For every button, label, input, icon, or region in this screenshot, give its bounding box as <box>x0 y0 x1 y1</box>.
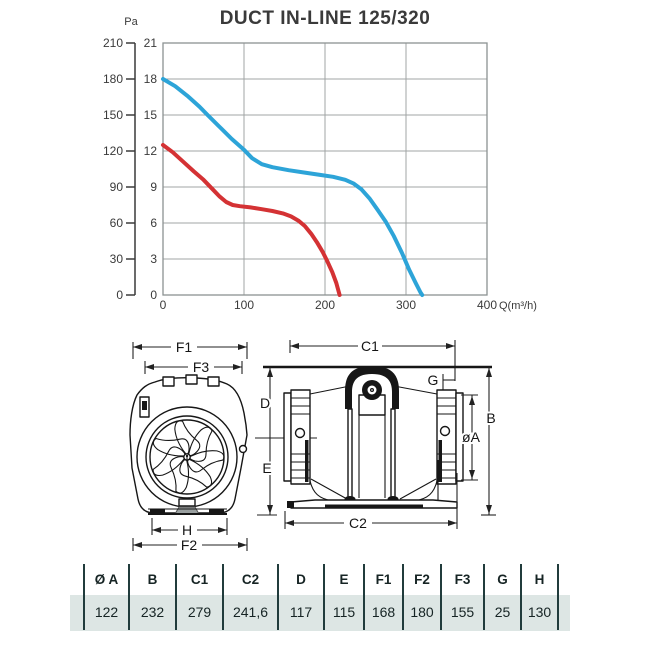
front-view-drawing: F1 F3 <box>129 337 248 555</box>
axis-tick-label: 0 <box>160 298 167 312</box>
x-axis-label: Q(m³/h) <box>499 300 537 312</box>
table-header-cell: F3 <box>440 564 484 594</box>
table-value-cell: 279 <box>175 594 223 630</box>
table-header-cell: C1 <box>175 564 223 594</box>
axis-tick-label: 210 <box>103 36 123 50</box>
axis-tick-label: 150 <box>103 108 123 122</box>
axis-tick-label: 9 <box>150 180 157 194</box>
dim-label-e: E <box>262 460 271 476</box>
table-header-cell: D <box>277 564 324 594</box>
dim-label-f3: F3 <box>193 359 210 375</box>
table-header-cell: Ø A <box>83 564 129 594</box>
table-header-cell: C2 <box>222 564 278 594</box>
axis-tick-label: 30 <box>110 252 124 266</box>
dim-label-h: H <box>182 522 192 538</box>
pa-axis-label: Pa <box>124 16 138 28</box>
dim-label-f2: F2 <box>181 537 198 553</box>
table-value-cell: 130 <box>520 594 559 630</box>
dim-c2: C2 <box>284 473 458 533</box>
dim-label-dia-a: øA <box>462 429 481 445</box>
dim-label-g: G <box>428 372 439 388</box>
table-header-row: Ø A B C1 C2 D E F1 F2 F3 G H <box>83 564 559 594</box>
axis-tick-label: 60 <box>110 216 124 230</box>
axis-tick-label: 200 <box>315 298 335 312</box>
motor-mount-dome <box>345 366 399 409</box>
axis-tick-label: 15 <box>144 108 158 122</box>
duct-flange-left <box>283 389 311 485</box>
table-value-cell: 115 <box>323 594 364 630</box>
dim-h: H <box>151 518 228 540</box>
table-value-cell: 25 <box>483 594 521 630</box>
table-value-cell: 122 <box>83 594 129 630</box>
axis-tick-label: 6 <box>150 216 157 230</box>
table-header-cell: G <box>483 564 521 594</box>
table-header-cell: H <box>520 564 559 594</box>
side-view-drawing: C1 G D E <box>255 336 498 533</box>
red-curve <box>161 143 342 297</box>
table-header-cell: F1 <box>363 564 403 594</box>
axis-tick-label: 3 <box>150 252 157 266</box>
dim-f2: F2 <box>132 535 248 555</box>
dim-b: B <box>481 367 498 516</box>
dim-label-d: D <box>260 395 270 411</box>
dim-c1: C1 <box>289 336 456 381</box>
page-title: DUCT IN-LINE 125/320 <box>219 8 431 29</box>
table-value-cell: 168 <box>363 594 403 630</box>
axis-tick-label: 400 <box>477 298 497 312</box>
axis-tick-label: 90 <box>110 180 124 194</box>
table-value-row: 122 232 279 241,6 117 115 168 180 155 25… <box>83 594 559 630</box>
axis-tick-label: 0 <box>150 288 157 302</box>
table-value-cell: 155 <box>440 594 484 630</box>
dim-label-c1: C1 <box>361 338 379 354</box>
dim-dia-a: øA <box>460 394 483 481</box>
blue-curve <box>161 77 425 297</box>
dim-g: G <box>426 370 455 391</box>
table-value-cell: 180 <box>402 594 441 630</box>
dimensions-table: Ø A B C1 C2 D E F1 F2 F3 G H 122 232 279… <box>83 564 559 630</box>
axis-tick-label: 100 <box>234 298 254 312</box>
axis-tick-label: 180 <box>103 72 123 86</box>
dim-label-c2: C2 <box>349 515 367 531</box>
table-header-cell: F2 <box>402 564 441 594</box>
axis-tick-label: 120 <box>103 144 123 158</box>
table-value-cell: 117 <box>277 594 324 630</box>
axis-tick-label: 12 <box>144 144 158 158</box>
dim-f3: F3 <box>144 357 243 377</box>
axis-tick-label: 21 <box>144 36 158 50</box>
axis-tick-label: 18 <box>144 72 158 86</box>
dim-label-b: B <box>486 410 495 426</box>
axis-tick-label: 300 <box>396 298 416 312</box>
dim-f1: F1 <box>132 337 248 359</box>
plot-frame <box>162 42 488 296</box>
table-header-cell: E <box>323 564 364 594</box>
duct-flange-right <box>436 389 464 485</box>
table-header-cell: B <box>128 564 176 594</box>
table-value-cell: 241,6 <box>222 594 278 630</box>
dim-label-f1: F1 <box>176 339 193 355</box>
mounting-base <box>148 498 227 515</box>
dim-d-e: D E <box>255 367 317 516</box>
table-value-cell: 232 <box>128 594 176 630</box>
axis-tick-label: 0 <box>116 288 123 302</box>
fan-body <box>287 366 458 509</box>
impeller <box>136 406 238 508</box>
